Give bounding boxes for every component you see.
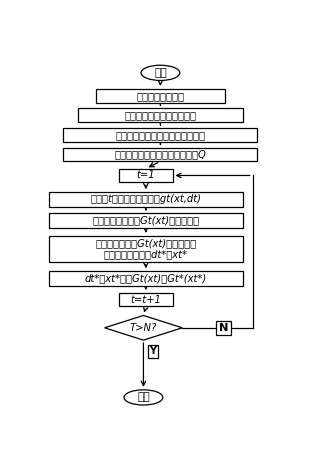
- FancyBboxPatch shape: [49, 236, 243, 262]
- Text: 建立火电机组负荷曲线量化指标Q: 建立火电机组负荷曲线量化指标Q: [115, 149, 206, 160]
- Text: N: N: [219, 323, 228, 333]
- FancyBboxPatch shape: [63, 128, 257, 142]
- FancyBboxPatch shape: [96, 89, 225, 103]
- FancyBboxPatch shape: [63, 147, 257, 162]
- Text: dt*、xt*带入Gt(xt)得Gt*(xt*): dt*、xt*带入Gt(xt)得Gt*(xt*): [85, 274, 207, 284]
- Text: 建立第t调度区间指标函数gt(xt,dt): 建立第t调度区间指标函数gt(xt,dt): [90, 195, 201, 204]
- Text: T>N?: T>N?: [130, 323, 157, 333]
- FancyBboxPatch shape: [119, 169, 172, 182]
- FancyBboxPatch shape: [49, 192, 243, 207]
- Text: 以过程指标函数Gt(xt)最小为目标
函数，解得最优值dt*、xt*: 以过程指标函数Gt(xt)最小为目标 函数，解得最优值dt*、xt*: [95, 238, 197, 260]
- Text: 建立抽水蓄能电站的状态转移方程: 建立抽水蓄能电站的状态转移方程: [115, 130, 205, 140]
- Text: 采集电力系统负荷预测数据: 采集电力系统负荷预测数据: [124, 110, 197, 120]
- Text: Y: Y: [149, 346, 156, 356]
- Text: t=t+1: t=t+1: [131, 294, 161, 305]
- FancyBboxPatch shape: [78, 108, 243, 122]
- Polygon shape: [105, 316, 182, 340]
- Text: t=1: t=1: [136, 171, 155, 180]
- Text: 结束: 结束: [137, 392, 150, 402]
- FancyBboxPatch shape: [49, 213, 243, 227]
- FancyBboxPatch shape: [119, 292, 172, 307]
- Text: 建立过程指标函数Gt(xt)的递推公式: 建立过程指标函数Gt(xt)的递推公式: [92, 215, 199, 226]
- Ellipse shape: [124, 390, 163, 405]
- Ellipse shape: [141, 65, 180, 81]
- Text: 开始: 开始: [154, 68, 167, 78]
- Text: 安排机组检修计划: 安排机组检修计划: [136, 91, 184, 101]
- FancyBboxPatch shape: [49, 271, 243, 286]
